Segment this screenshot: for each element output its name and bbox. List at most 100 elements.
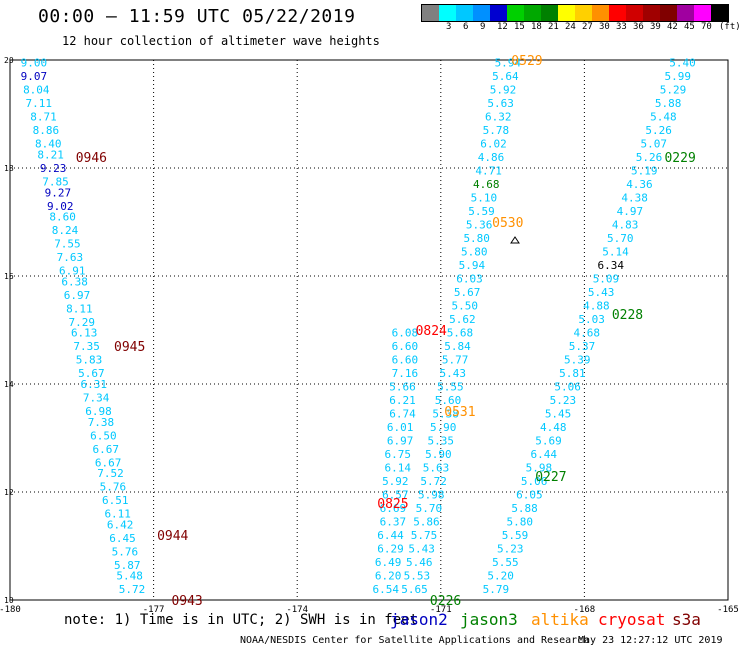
wave-height-value: 5.98 xyxy=(418,489,445,502)
wave-height-value: 9.00 xyxy=(21,57,48,70)
wave-height-value: 6.34 xyxy=(597,259,624,272)
pass-time-label: 0530 xyxy=(492,216,523,231)
color-scale-tick-label: 42 xyxy=(667,22,678,32)
wave-height-value: 5.76 xyxy=(112,545,139,558)
wave-height-value: 7.52 xyxy=(97,467,124,480)
wave-height-value: 5.48 xyxy=(650,111,677,124)
wave-height-value: 9.07 xyxy=(21,70,48,83)
wave-height-value: 7.63 xyxy=(57,251,84,264)
wave-height-value: 8.04 xyxy=(23,84,50,97)
wave-height-value: 5.43 xyxy=(440,367,467,380)
satellite-track: 6.086.606.607.165.666.216.746.016.976.75… xyxy=(373,327,419,597)
wave-height-value: 6.13 xyxy=(71,327,98,340)
color-scale-unit: (ft) xyxy=(719,22,740,32)
color-scale-swatch xyxy=(422,5,439,21)
wave-height-value: 7.29 xyxy=(69,316,96,329)
wave-height-value: 5.06 xyxy=(554,381,581,394)
wave-height-value: 5.39 xyxy=(564,354,591,367)
wave-height-value: 6.42 xyxy=(107,518,134,531)
wave-height-value: 5.59 xyxy=(468,205,495,218)
color-scale-tick-label: 12 xyxy=(497,22,508,32)
color-scale-swatch xyxy=(575,5,592,21)
x-tick-label: -180 xyxy=(0,605,21,615)
wave-height-value: 5.53 xyxy=(404,570,431,583)
color-scale-tick-label: 39 xyxy=(650,22,661,32)
wave-height-value: 6.05 xyxy=(516,489,543,502)
wave-height-value: 5.72 xyxy=(420,475,447,488)
wave-height-value: 9.27 xyxy=(45,186,72,199)
legend-item-cryosat: cryosat xyxy=(598,610,666,629)
color-scale-swatch xyxy=(558,5,575,21)
footer-note: note: 1) Time is in UTC; 2) SWH is in fe… xyxy=(64,612,419,628)
pass-time-label: 0228 xyxy=(612,308,643,323)
color-scale-tick-label: 70 xyxy=(701,22,712,32)
wave-height-value: 5.94 xyxy=(495,57,522,70)
wave-height-value: 6.38 xyxy=(61,275,88,288)
wave-height-value: 5.35 xyxy=(428,435,455,448)
wave-height-value: 4.71 xyxy=(475,165,502,178)
wave-height-value: 5.60 xyxy=(435,394,462,407)
wave-height-value: 5.37 xyxy=(569,340,596,353)
wave-height-value: 5.80 xyxy=(463,232,490,245)
wave-height-value: 5.20 xyxy=(487,570,514,583)
wave-height-value: 6.08 xyxy=(392,327,419,340)
wave-height-value: 5.07 xyxy=(641,138,668,151)
wave-height-value: 4.48 xyxy=(540,421,567,434)
wave-height-value: 6.14 xyxy=(384,462,411,475)
legend-item-jason3: jason3 xyxy=(460,610,518,629)
island-icon xyxy=(510,236,520,244)
wave-height-value: 6.69 xyxy=(380,502,407,515)
color-scale-swatch xyxy=(439,5,456,21)
color-scale-swatch xyxy=(711,5,728,21)
pass-time-label: 0529 xyxy=(511,54,542,69)
wave-height-value: 7.16 xyxy=(392,367,419,380)
wave-height-value: 7.35 xyxy=(73,340,100,353)
wave-height-value: 5.77 xyxy=(442,354,469,367)
wave-height-value: 5.23 xyxy=(497,543,524,556)
wave-height-value: 5.43 xyxy=(588,286,615,299)
wave-height-value: 5.46 xyxy=(406,556,433,569)
wave-height-value: 5.19 xyxy=(631,165,658,178)
pass-time-label: 0227 xyxy=(535,470,566,485)
wave-height-value: 8.11 xyxy=(66,302,93,315)
y-tick-label: 16 xyxy=(4,272,14,281)
color-scale-swatch xyxy=(592,5,609,21)
wave-height-value: 6.97 xyxy=(64,289,91,302)
wave-height-value: 4.68 xyxy=(473,178,500,191)
x-tick-label: -165 xyxy=(717,605,739,615)
wave-height-value: 6.44 xyxy=(530,448,557,461)
color-scale-swatch xyxy=(694,5,711,21)
pass-time-label: 0946 xyxy=(76,151,107,166)
pass-time-label: 0944 xyxy=(157,529,188,544)
wave-height-value: 5.64 xyxy=(492,70,519,83)
wave-height-value: 6.60 xyxy=(392,340,419,353)
wave-height-value: 5.29 xyxy=(660,84,687,97)
wave-height-value: 7.38 xyxy=(88,416,115,429)
wave-height-value: 6.44 xyxy=(377,529,404,542)
wave-height-value: 5.78 xyxy=(483,124,510,137)
wave-height-value: 5.38 xyxy=(432,408,459,421)
pass-time-label: 0943 xyxy=(171,594,202,609)
wave-height-value: 5.70 xyxy=(416,502,443,515)
wave-height-value: 4.36 xyxy=(626,178,653,191)
wave-height-value: 5.87 xyxy=(114,559,141,572)
wave-height-value: 4.83 xyxy=(612,219,639,232)
wave-height-value: 6.32 xyxy=(485,111,512,124)
pass-time-label: 0531 xyxy=(444,405,475,420)
color-scale-tick-label: 27 xyxy=(582,22,593,32)
pass-time-label: 0825 xyxy=(377,497,408,512)
wave-height-value: 5.67 xyxy=(78,367,105,380)
wave-height-value: 5.23 xyxy=(550,394,577,407)
x-tick-label: -168 xyxy=(574,605,596,615)
wave-height-value: 6.60 xyxy=(392,354,419,367)
color-scale-swatch xyxy=(473,5,490,21)
map-frame xyxy=(9,59,729,601)
wave-height-value: 5.65 xyxy=(401,583,428,596)
wave-height-value: 6.31 xyxy=(81,378,108,391)
wave-height-value: 6.67 xyxy=(95,456,122,469)
wave-height-value: 6.01 xyxy=(387,421,414,434)
wave-height-value: 6.29 xyxy=(377,543,404,556)
wave-height-value: 5.59 xyxy=(502,529,529,542)
wave-height-value: 5.06 xyxy=(521,475,548,488)
